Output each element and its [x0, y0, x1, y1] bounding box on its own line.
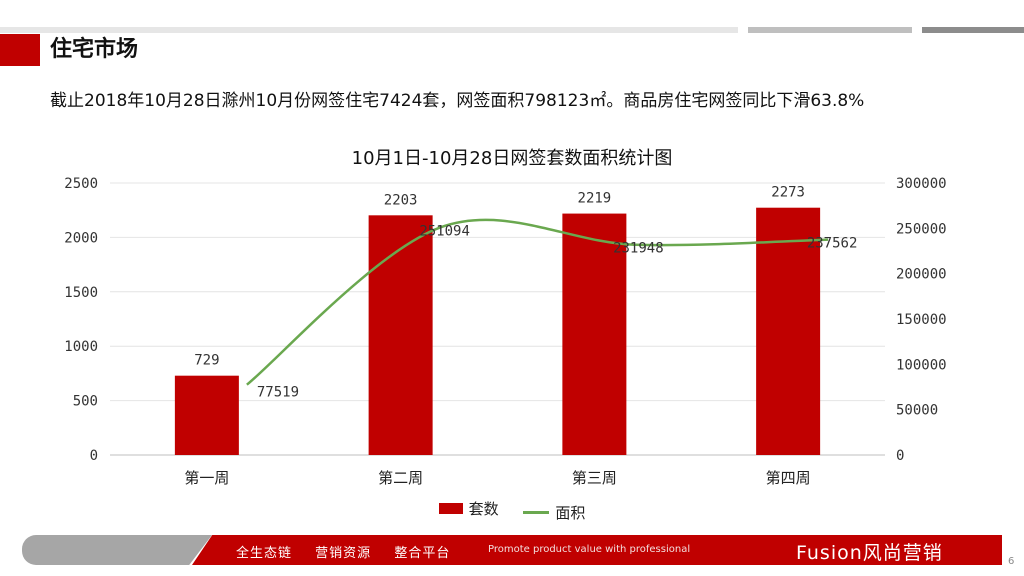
line-data-label: 77519 [257, 385, 299, 401]
bar [368, 215, 433, 455]
y-right-tick-label: 250000 [896, 221, 947, 237]
line-data-label: 251094 [419, 223, 470, 239]
legend-swatch-bar [438, 503, 463, 514]
y-right-tick-label: 200000 [896, 267, 947, 283]
y-left-tick-label: 2500 [64, 176, 98, 192]
x-category-label: 第二周 [378, 469, 423, 487]
y-left-tick-label: 1000 [64, 339, 98, 355]
y-right-tick-label: 300000 [896, 176, 947, 192]
bar-data-label: 2203 [384, 192, 418, 208]
bar [756, 207, 821, 455]
line-data-label: 237562 [807, 236, 858, 252]
y-left-tick-label: 0 [90, 448, 98, 464]
legend-swatch-line [523, 511, 550, 514]
chart-svg: 0 500 1000 1500 2000 2500 0 50000 100000 150000 20… [64, 176, 947, 487]
bar-data-label: 2273 [771, 185, 805, 201]
legend-item-bar: 套数 [438, 498, 499, 519]
top-bar-mid [748, 27, 912, 33]
y-left-tick-label: 2000 [64, 230, 98, 246]
x-category-label: 第一周 [184, 469, 229, 487]
title-accent-block [0, 34, 40, 66]
footer-gray-band [22, 535, 212, 565]
footer-tag: 全生态链 [236, 546, 293, 561]
y-right-tick-label: 0 [896, 448, 904, 464]
footer-tag: 营销资源 [315, 546, 372, 561]
bar [174, 375, 239, 455]
bar-data-label: 729 [194, 353, 219, 369]
footer-tags: 全生态链 营销资源 整合平台 [236, 542, 468, 561]
bar [562, 213, 627, 455]
legend-label-line: 面积 [555, 504, 586, 522]
page-title: 住宅市场 [50, 37, 139, 62]
top-bar-dark [922, 27, 1024, 33]
line-data-label: 231948 [613, 241, 664, 257]
footer-tag: 整合平台 [394, 546, 451, 561]
legend-label-bar: 套数 [468, 500, 499, 518]
top-bar-light [0, 27, 738, 33]
summary-text: 截止2018年10月28日滁州10月份网签住宅7424套，网签面积798123㎡… [50, 91, 865, 111]
chart-legend: 套数 面积 [0, 498, 1024, 523]
y-left-tick-label: 1500 [64, 285, 98, 301]
x-category-label: 第四周 [766, 469, 811, 487]
page-number: 6 [1008, 556, 1015, 567]
legend-item-line: 面积 [523, 502, 585, 523]
y-right-tick-label: 150000 [896, 312, 947, 328]
footer-slogan: Promote product value with professional [488, 544, 691, 555]
y-right-tick-label: 50000 [896, 403, 938, 419]
y-left-tick-label: 500 [73, 394, 98, 410]
y-right-tick-label: 100000 [896, 357, 947, 373]
footer-brand-logo: Fusion风尚营销 [796, 542, 943, 564]
bar-data-label: 2219 [578, 191, 612, 207]
footer-red-band [192, 535, 1002, 565]
chart-title: 10月1日-10月28日网签套数面积统计图 [351, 148, 673, 169]
x-category-label: 第三周 [572, 469, 617, 487]
area-series-line [246, 218, 829, 386]
